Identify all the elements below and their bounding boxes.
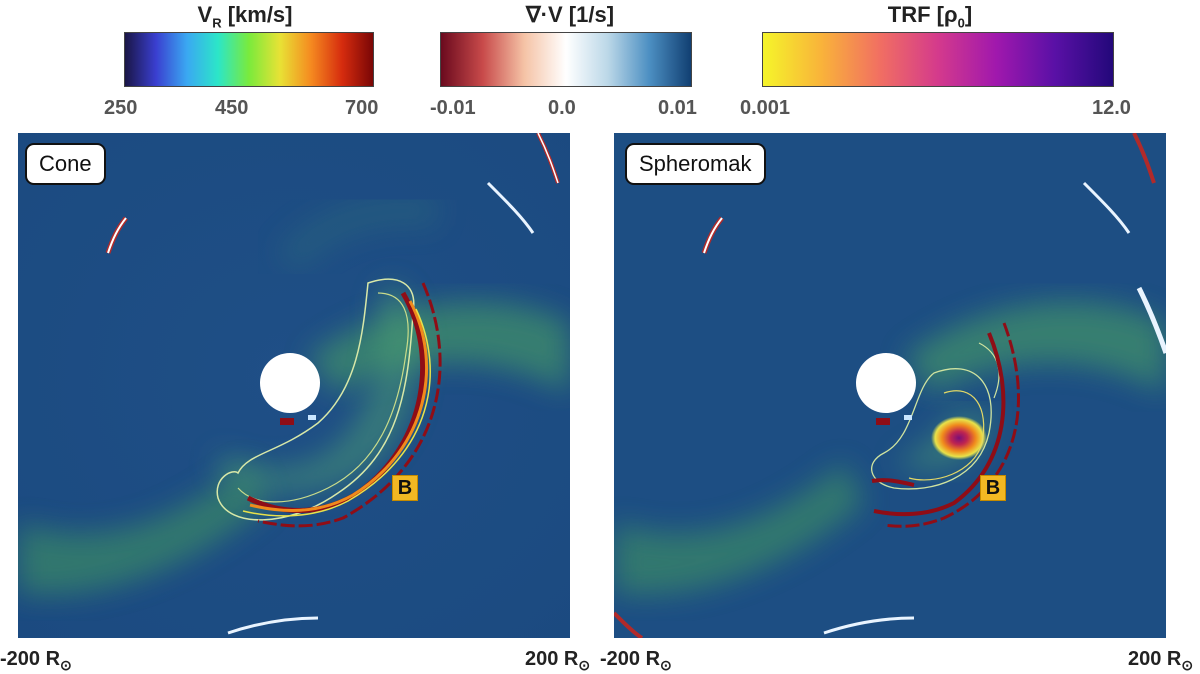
spheromak-label: Spheromak	[625, 143, 766, 185]
right-panel-xmin-label: -200 R⊙	[600, 648, 672, 673]
cone-simulation-image	[18, 133, 570, 638]
trf-colorbar-title: TRF [ρ0]	[887, 2, 973, 31]
left-panel-xmax-label: 200 R⊙	[525, 648, 591, 673]
div-tick-min: -0.01	[430, 97, 476, 119]
vr-colorbar-title: VR [km/s]	[197, 2, 293, 31]
vr-tick-mid: 450	[215, 97, 249, 119]
div-colorbar	[440, 32, 692, 87]
spheromak-panel: Spheromak B	[614, 133, 1166, 638]
spheromak-marker-b: B	[980, 475, 1006, 501]
vr-tick-max: 700	[345, 97, 379, 119]
div-tick-mid: 0.0	[548, 97, 576, 119]
cone-panel: Cone B	[18, 133, 570, 638]
cone-marker-b: B	[392, 475, 418, 501]
div-tick-max: 0.01	[658, 97, 697, 119]
vr-colorbar	[124, 32, 374, 87]
spheromak-simulation-image	[614, 133, 1166, 638]
vr-tick-min: 250	[104, 97, 138, 119]
div-colorbar-title: ∇·V [1/s]	[525, 2, 615, 27]
trf-tick-min: 0.001	[740, 97, 791, 119]
cone-label: Cone	[25, 143, 106, 185]
right-panel-xmax-label: 200 R⊙	[1128, 648, 1194, 673]
left-panel-xmin-label: -200 R⊙	[0, 648, 72, 673]
trf-colorbar	[762, 32, 1114, 87]
trf-tick-max: 12.0	[1092, 97, 1131, 119]
